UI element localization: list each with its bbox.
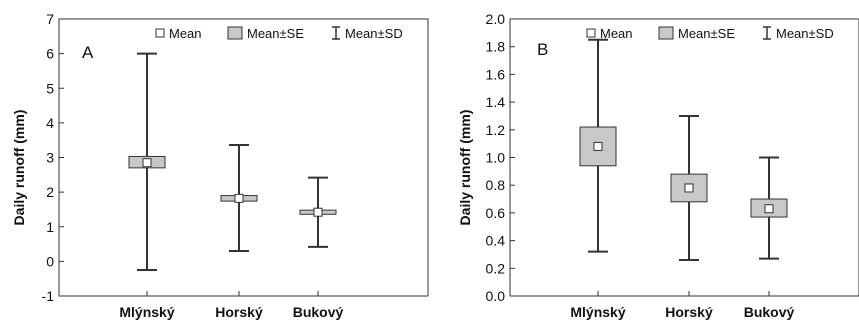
legend-se-label: Mean±SE: [678, 26, 735, 41]
y-tick-label: 0.6: [486, 205, 506, 221]
y-tick-label: 4: [46, 115, 54, 131]
y-tick-label: 6: [46, 46, 54, 62]
legend-mean-label: Mean: [169, 26, 202, 41]
legend-mean-swatch: [586, 28, 596, 38]
y-tick-label: 0.4: [486, 233, 506, 249]
legend-sd-label: Mean±SD: [776, 26, 834, 41]
legend-se-swatch: [227, 26, 243, 40]
mean-marker: [142, 158, 152, 168]
legend-mean-swatch: [155, 28, 165, 38]
y-tick-label: 1: [46, 219, 54, 235]
y-tick-label: 3: [46, 150, 54, 166]
y-tick-label: 2.0: [486, 11, 506, 27]
mean-marker: [313, 207, 323, 217]
x-category-label: Bukový: [744, 304, 795, 320]
chart-panel-b: 0.0 0.2 0.4 0.6 0.8 1.0 1.2 1.4 1.6 1.8 2.0 Daily r…: [457, 11, 859, 320]
x-category-label: Horský: [215, 304, 263, 320]
y-tick-label: 1.0: [486, 150, 506, 166]
panel-label: A: [82, 43, 94, 62]
plot-frame: [509, 18, 859, 297]
y-axis-label: Daily runoff (mm): [11, 110, 27, 226]
plot-frame: [58, 18, 429, 297]
x-category-label: Mlýnský: [119, 304, 174, 320]
y-tick-label: 1.2: [486, 122, 506, 138]
chart-panel-a: -1 0 1 2 3 4 5 6 7 Daily runoff (mm) A Mlýnský Horsk…: [11, 11, 429, 320]
y-tick-label: 1.8: [486, 39, 506, 55]
mean-marker: [764, 204, 774, 214]
legend-mean-label: Mean: [600, 26, 633, 41]
y-tick-label: 0.8: [486, 177, 506, 193]
x-category-label: Mlýnský: [570, 304, 625, 320]
y-axis-label: Daily runoff (mm): [457, 110, 473, 226]
y-tick-label: 1.6: [486, 66, 506, 82]
mean-marker: [234, 193, 244, 203]
legend-se-label: Mean±SE: [247, 26, 304, 41]
mean-marker: [593, 141, 603, 151]
mean-marker: [684, 183, 694, 193]
panel-label: B: [537, 40, 548, 59]
y-tick-label: 1.4: [486, 94, 506, 110]
y-tick-label: 0.0: [486, 288, 506, 304]
y-tick-label: 0.2: [486, 260, 506, 276]
y-tick-label: 7: [46, 11, 54, 27]
y-tick-label: -1: [42, 288, 55, 304]
legend-se-swatch: [658, 26, 674, 40]
legend: Mean Mean±SE Mean±SD: [155, 26, 403, 41]
y-tick-label: 0: [46, 253, 54, 269]
y-tick-label: 2: [46, 184, 54, 200]
y-tick-label: 5: [46, 80, 54, 96]
x-category-label: Bukový: [293, 304, 344, 320]
legend-sd-label: Mean±SD: [345, 26, 403, 41]
legend: Mean Mean±SE Mean±SD: [586, 26, 834, 41]
x-category-label: Horský: [665, 304, 713, 320]
